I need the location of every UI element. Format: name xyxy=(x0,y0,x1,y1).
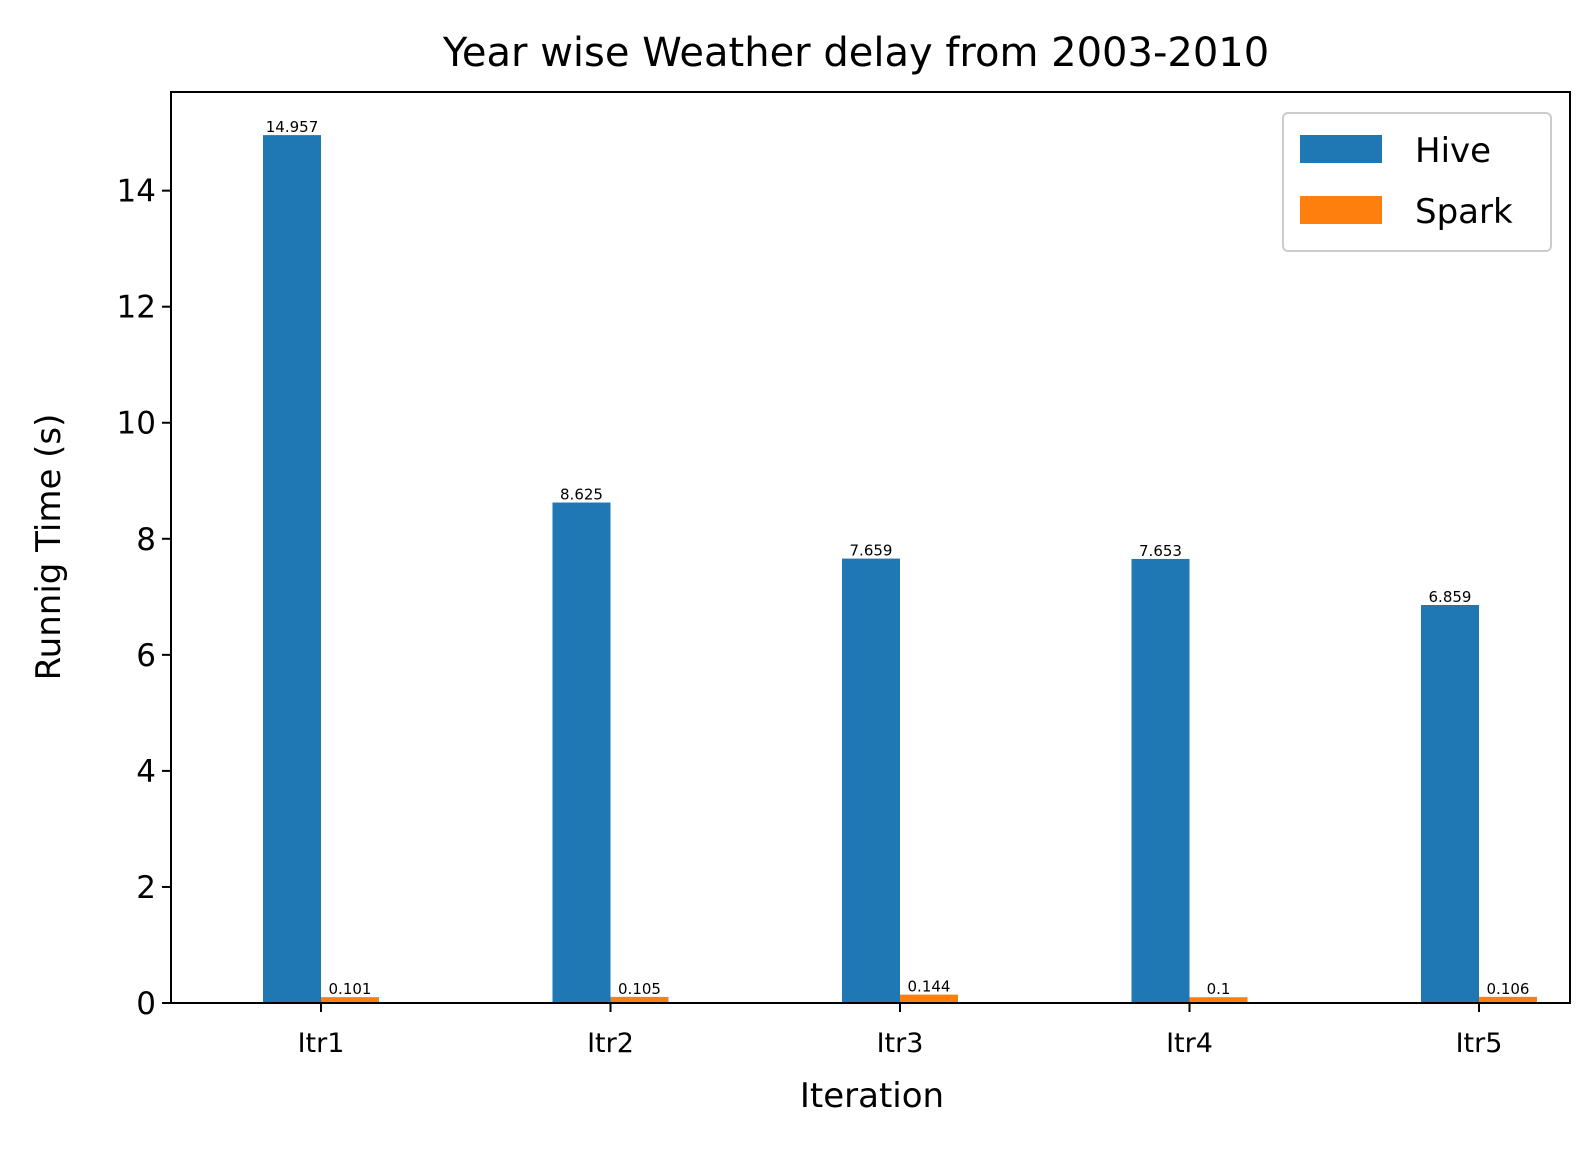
x-tick-label-itr1: Itr1 xyxy=(298,1028,345,1059)
bar-label-hive-itr3: 7.659 xyxy=(850,542,893,560)
bar-spark-itr5 xyxy=(1479,996,1537,1003)
bar-label-spark-itr4: 0.1 xyxy=(1207,980,1231,998)
bar-hive-itr5 xyxy=(1421,605,1479,1003)
ticks-layer: Itr1 Itr2 Itr3 Itr4 Itr5 0 2 4 6 8 10 12 14 xyxy=(117,174,1503,1059)
x-tick-label-itr3: Itr3 xyxy=(877,1028,924,1059)
bar-label-spark-itr2: 0.105 xyxy=(618,980,661,998)
bar-label-hive-itr4: 7.653 xyxy=(1139,542,1182,560)
bar-label-hive-itr5: 6.859 xyxy=(1429,588,1472,606)
x-axis-label: Iteration xyxy=(800,1076,944,1116)
y-tick-label-6: 6 xyxy=(136,638,156,674)
x-tick-label-itr2: Itr2 xyxy=(587,1028,634,1059)
y-tick-label-10: 10 xyxy=(117,406,156,442)
bar-spark-itr1 xyxy=(321,997,379,1003)
bar-label-hive-itr1: 14.957 xyxy=(266,118,319,136)
bar-label-spark-itr3: 0.144 xyxy=(908,978,951,996)
bar-hive-itr3 xyxy=(842,558,900,1003)
x-tick-label-itr4: Itr4 xyxy=(1166,1028,1213,1059)
bars-layer: 14.957 0.101 8.625 0.105 7.659 0.144 7.653 0.1 6… xyxy=(263,118,1537,1004)
bar-label-spark-itr5: 0.106 xyxy=(1487,980,1530,998)
y-tick-label-4: 4 xyxy=(136,754,156,790)
y-tick-label-2: 2 xyxy=(136,870,156,906)
y-axis-label: Runnig Time (s) xyxy=(29,414,69,681)
y-tick-label-14: 14 xyxy=(117,174,156,210)
bar-label-spark-itr1: 0.101 xyxy=(329,980,372,998)
bar-hive-itr2 xyxy=(552,502,611,1003)
bar-hive-itr1 xyxy=(263,135,321,1004)
bar-spark-itr3 xyxy=(900,994,958,1003)
legend-label-hive: Hive xyxy=(1415,131,1491,171)
legend-swatch-hive xyxy=(1300,135,1382,163)
x-tick-label-itr5: Itr5 xyxy=(1456,1028,1503,1059)
legend-label-spark: Spark xyxy=(1415,192,1513,232)
bar-spark-itr4 xyxy=(1189,997,1248,1003)
y-tick-label-8: 8 xyxy=(136,522,156,558)
legend: Hive Spark xyxy=(1282,112,1552,252)
bar-spark-itr2 xyxy=(610,996,669,1003)
y-tick-label-12: 12 xyxy=(117,290,156,326)
bar-hive-itr4 xyxy=(1131,558,1190,1003)
y-tick-label-0: 0 xyxy=(136,986,156,1022)
chart-title: Year wise Weather delay from 2003-2010 xyxy=(442,30,1269,76)
plot-area-frame xyxy=(170,91,1571,1004)
bar-label-hive-itr2: 8.625 xyxy=(560,486,603,504)
legend-swatch-spark xyxy=(1300,196,1382,224)
